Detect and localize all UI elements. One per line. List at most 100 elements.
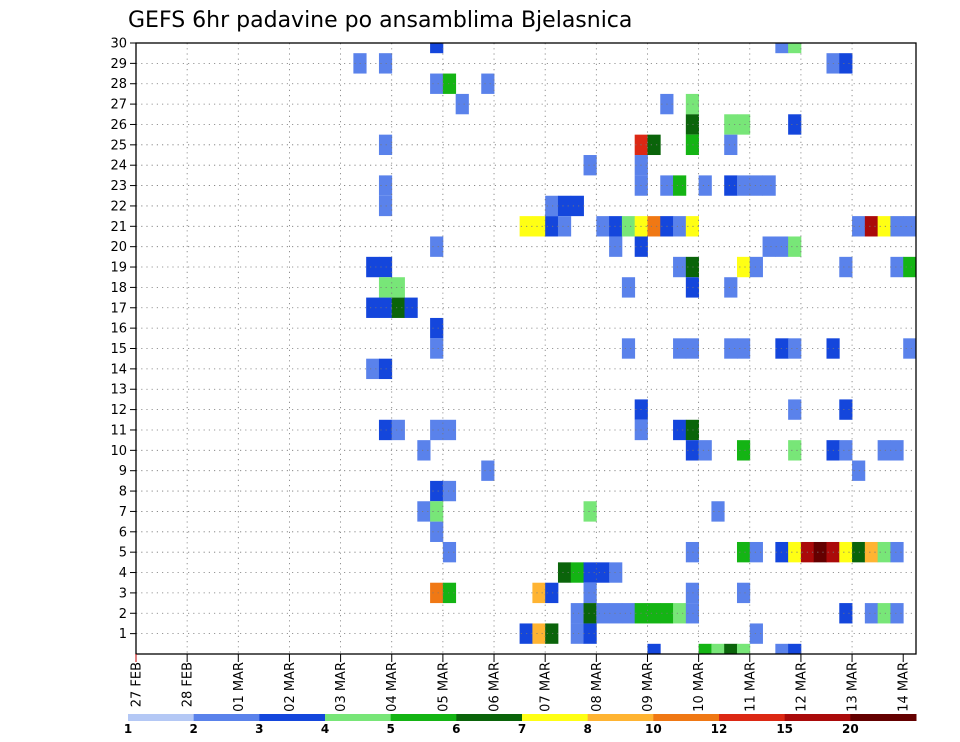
heatmap-cell — [442, 582, 457, 604]
heatmap-cell — [378, 53, 393, 74]
heatmap-cell — [724, 175, 738, 196]
y-tick-label: 19 — [110, 261, 127, 276]
heatmap-cell — [430, 317, 444, 339]
heatmap-cell — [378, 358, 393, 380]
heatmap-cell — [430, 419, 444, 441]
heatmap-cell — [736, 643, 751, 654]
heatmap-cell — [852, 541, 866, 563]
heatmap-cell — [455, 93, 469, 115]
y-tick-label: 3 — [119, 586, 127, 601]
heatmap-cell — [788, 338, 802, 359]
heatmap-cell — [788, 440, 802, 461]
heatmap-cell — [430, 521, 444, 542]
y-tick-label: 8 — [119, 485, 127, 500]
colorbar-label: 6 — [452, 722, 460, 736]
heatmap-cell — [647, 643, 661, 654]
heatmap-cell — [596, 603, 610, 624]
heatmap-cell — [366, 297, 380, 318]
heatmap-cell — [430, 582, 444, 604]
colorbar-label: 5 — [386, 722, 394, 736]
y-tick-label: 29 — [110, 57, 127, 72]
colorbar-swatch — [784, 714, 851, 721]
heatmap-cell — [570, 195, 584, 217]
heatmap-cell — [852, 216, 866, 237]
heatmap-cell — [442, 419, 457, 441]
heatmap-cell — [570, 623, 584, 644]
y-tick-label: 11 — [110, 423, 127, 438]
heatmap-cell — [378, 175, 393, 196]
heatmap-cell — [839, 53, 853, 74]
y-tick-label: 2 — [119, 607, 127, 622]
heatmap-cell — [583, 603, 597, 624]
x-tick-label: 03 MAR — [334, 662, 349, 712]
colorbar-swatch — [587, 714, 654, 721]
colorbar: 1 2 3 4 5 6 7 8 10 12 15 20 — [124, 714, 917, 736]
heatmap-cell — [417, 440, 431, 461]
heatmap-cell — [609, 216, 623, 237]
colorbar-label: 15 — [776, 722, 793, 736]
y-tick-label: 22 — [110, 199, 127, 214]
heatmap-cell — [877, 603, 891, 624]
heatmap-cell — [903, 216, 917, 237]
colorbar-label: 7 — [518, 722, 526, 736]
heatmap-cell — [698, 643, 712, 654]
x-tick-label: 05 MAR — [436, 662, 451, 712]
heatmap-cell — [391, 297, 405, 318]
heatmap-cell — [570, 562, 584, 583]
heatmap-cell — [839, 541, 853, 563]
heatmap-cell — [788, 541, 802, 563]
heatmap-cell — [736, 175, 751, 196]
heatmap-cell — [621, 216, 636, 237]
heatmap-cell — [839, 440, 853, 461]
heatmap-cell — [378, 134, 393, 156]
heatmap-cell — [724, 134, 738, 156]
heatmap-cell — [736, 114, 751, 135]
colorbar-label: 20 — [842, 722, 859, 736]
heatmap-cell — [596, 216, 610, 237]
heatmap-cell — [442, 541, 457, 563]
heatmap-cell — [736, 256, 751, 278]
chart-title: GEFS 6hr padavine po ansamblima Bjelasni… — [128, 8, 632, 33]
heatmap-cell — [864, 603, 879, 624]
heatmap-cell — [877, 216, 891, 237]
heatmap-cell — [430, 338, 444, 359]
x-tick-label: 13 MAR — [846, 662, 861, 712]
heatmap-cell — [609, 562, 623, 583]
colorbar-swatch — [456, 714, 523, 721]
heatmap-cell — [583, 562, 597, 583]
heatmap-cell — [673, 338, 687, 359]
heatmap-cell — [877, 440, 891, 461]
y-tick-label: 21 — [110, 220, 127, 235]
heatmap-cell — [430, 501, 444, 522]
colorbar-swatch — [850, 714, 917, 721]
heatmap-cell — [391, 419, 405, 441]
y-tick-label: 12 — [110, 403, 127, 418]
heatmap-cell — [647, 216, 661, 237]
heatmap-cell — [583, 501, 597, 522]
heatmap-cell — [430, 236, 444, 257]
heatmap-cell — [378, 297, 393, 318]
heatmap-cell — [788, 236, 802, 257]
x-tick-label: 01 MAR — [232, 662, 247, 712]
heatmap-cell — [864, 541, 879, 563]
heatmap-cell — [890, 440, 904, 461]
heatmap-cell — [366, 256, 380, 278]
heatmap-cell — [545, 582, 559, 604]
heatmap-cell — [609, 236, 623, 257]
heatmap-cell — [391, 277, 405, 298]
y-tick-label: 10 — [110, 444, 127, 459]
y-tick-label: 6 — [119, 525, 127, 540]
heatmap-cell — [532, 623, 546, 644]
colorbar-swatch — [522, 714, 589, 721]
y-tick-label: 26 — [110, 118, 127, 133]
heatmap-cell — [481, 460, 495, 481]
heatmap-cell — [724, 114, 738, 135]
y-tick-label: 18 — [110, 281, 127, 296]
heatmap-cell — [890, 256, 904, 278]
colorbar-label: 12 — [711, 722, 728, 736]
x-tick-label: 09 MAR — [641, 662, 656, 712]
y-tick-label: 17 — [110, 301, 127, 316]
heatmap-cell — [788, 399, 802, 420]
y-tick-label: 9 — [119, 464, 127, 479]
heatmap-cell — [864, 216, 879, 237]
